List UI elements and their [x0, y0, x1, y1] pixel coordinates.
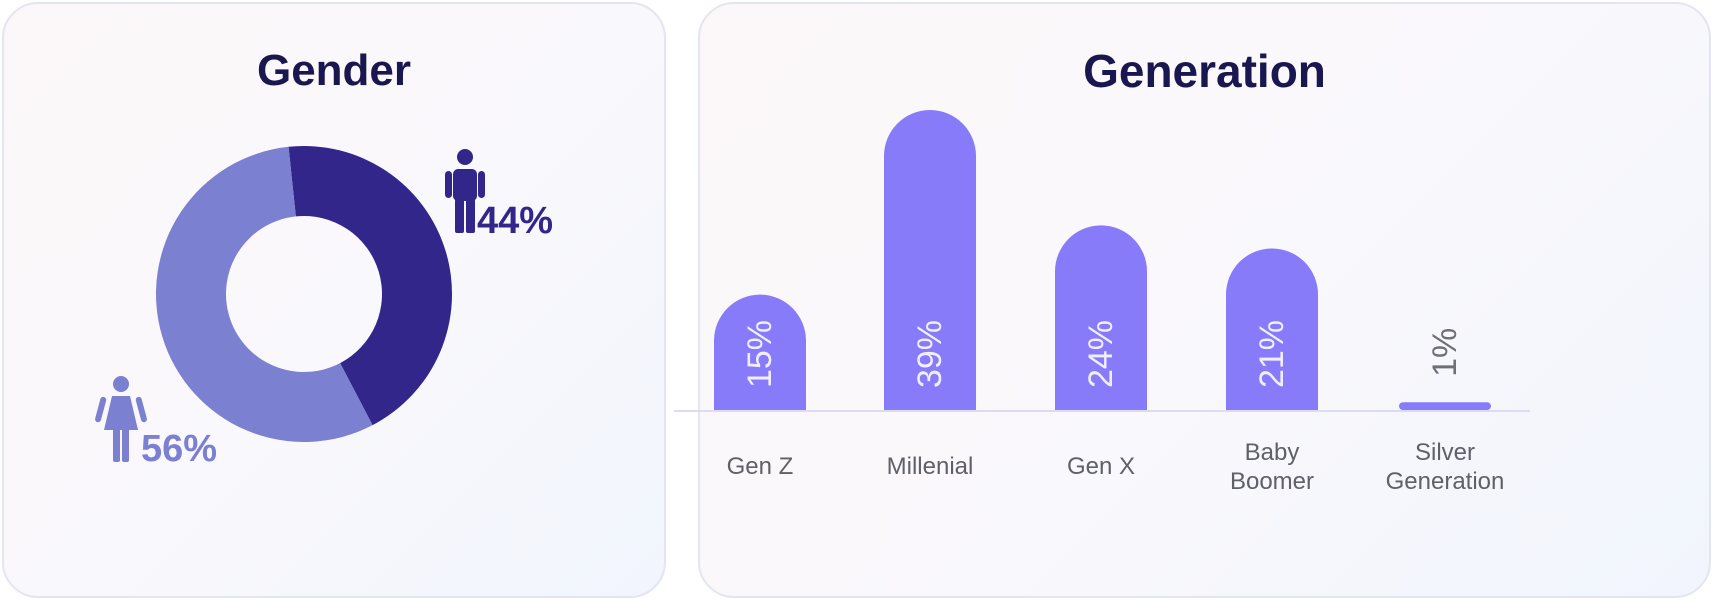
- category-label: Gen X: [1067, 453, 1135, 480]
- female-person-icon: [95, 376, 147, 462]
- category-label: Millenial: [887, 453, 974, 480]
- bar-value-label: 39%: [911, 320, 949, 388]
- gender-title: Gender: [256, 46, 412, 95]
- male-percentage: 44%: [477, 200, 553, 242]
- male-person-icon: [445, 149, 485, 233]
- bar: [1055, 225, 1147, 410]
- generation-bar-chart: 15% Gen Z 39% Millenial 24% Gen X 21% Baby Boome…: [674, 110, 1530, 495]
- category-label: Gen Z: [727, 453, 794, 480]
- bar-value-label: 21%: [1253, 320, 1291, 388]
- female-percentage: 56%: [141, 428, 217, 470]
- category-label: Silver Generation: [1386, 439, 1505, 495]
- bar-value-label: 24%: [1082, 320, 1120, 388]
- bar: [1226, 248, 1318, 410]
- generation-title: Generation: [1083, 45, 1326, 97]
- donut-slice-female: [156, 146, 373, 442]
- generation-card: Generation 15% Gen Z 39% Millenial 24% Gen X 2…: [674, 2, 1711, 598]
- gender-donut-chart: 44% 56%: [95, 146, 553, 470]
- bar: [714, 294, 806, 410]
- gender-card: Gender 44% 56%: [2, 2, 666, 598]
- bar-value-label: 1%: [1426, 328, 1464, 377]
- donut-slice-male: [288, 146, 453, 426]
- bar: [884, 110, 976, 410]
- bar-value-label: 15%: [741, 320, 779, 388]
- category-label: Baby Boomer: [1230, 439, 1314, 495]
- bar: [1399, 402, 1491, 410]
